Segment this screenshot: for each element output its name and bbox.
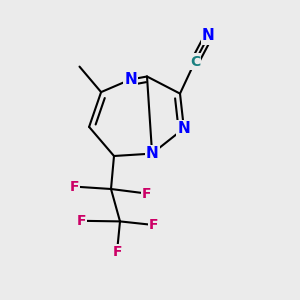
Text: C: C: [190, 55, 200, 68]
Text: F: F: [70, 180, 79, 194]
Text: F: F: [76, 214, 86, 228]
Text: N: N: [178, 121, 190, 136]
Text: F: F: [142, 187, 151, 200]
Text: F: F: [149, 218, 158, 232]
Text: F: F: [112, 245, 122, 259]
Text: N: N: [146, 146, 158, 161]
Text: N: N: [124, 72, 137, 87]
Text: N: N: [202, 28, 215, 44]
